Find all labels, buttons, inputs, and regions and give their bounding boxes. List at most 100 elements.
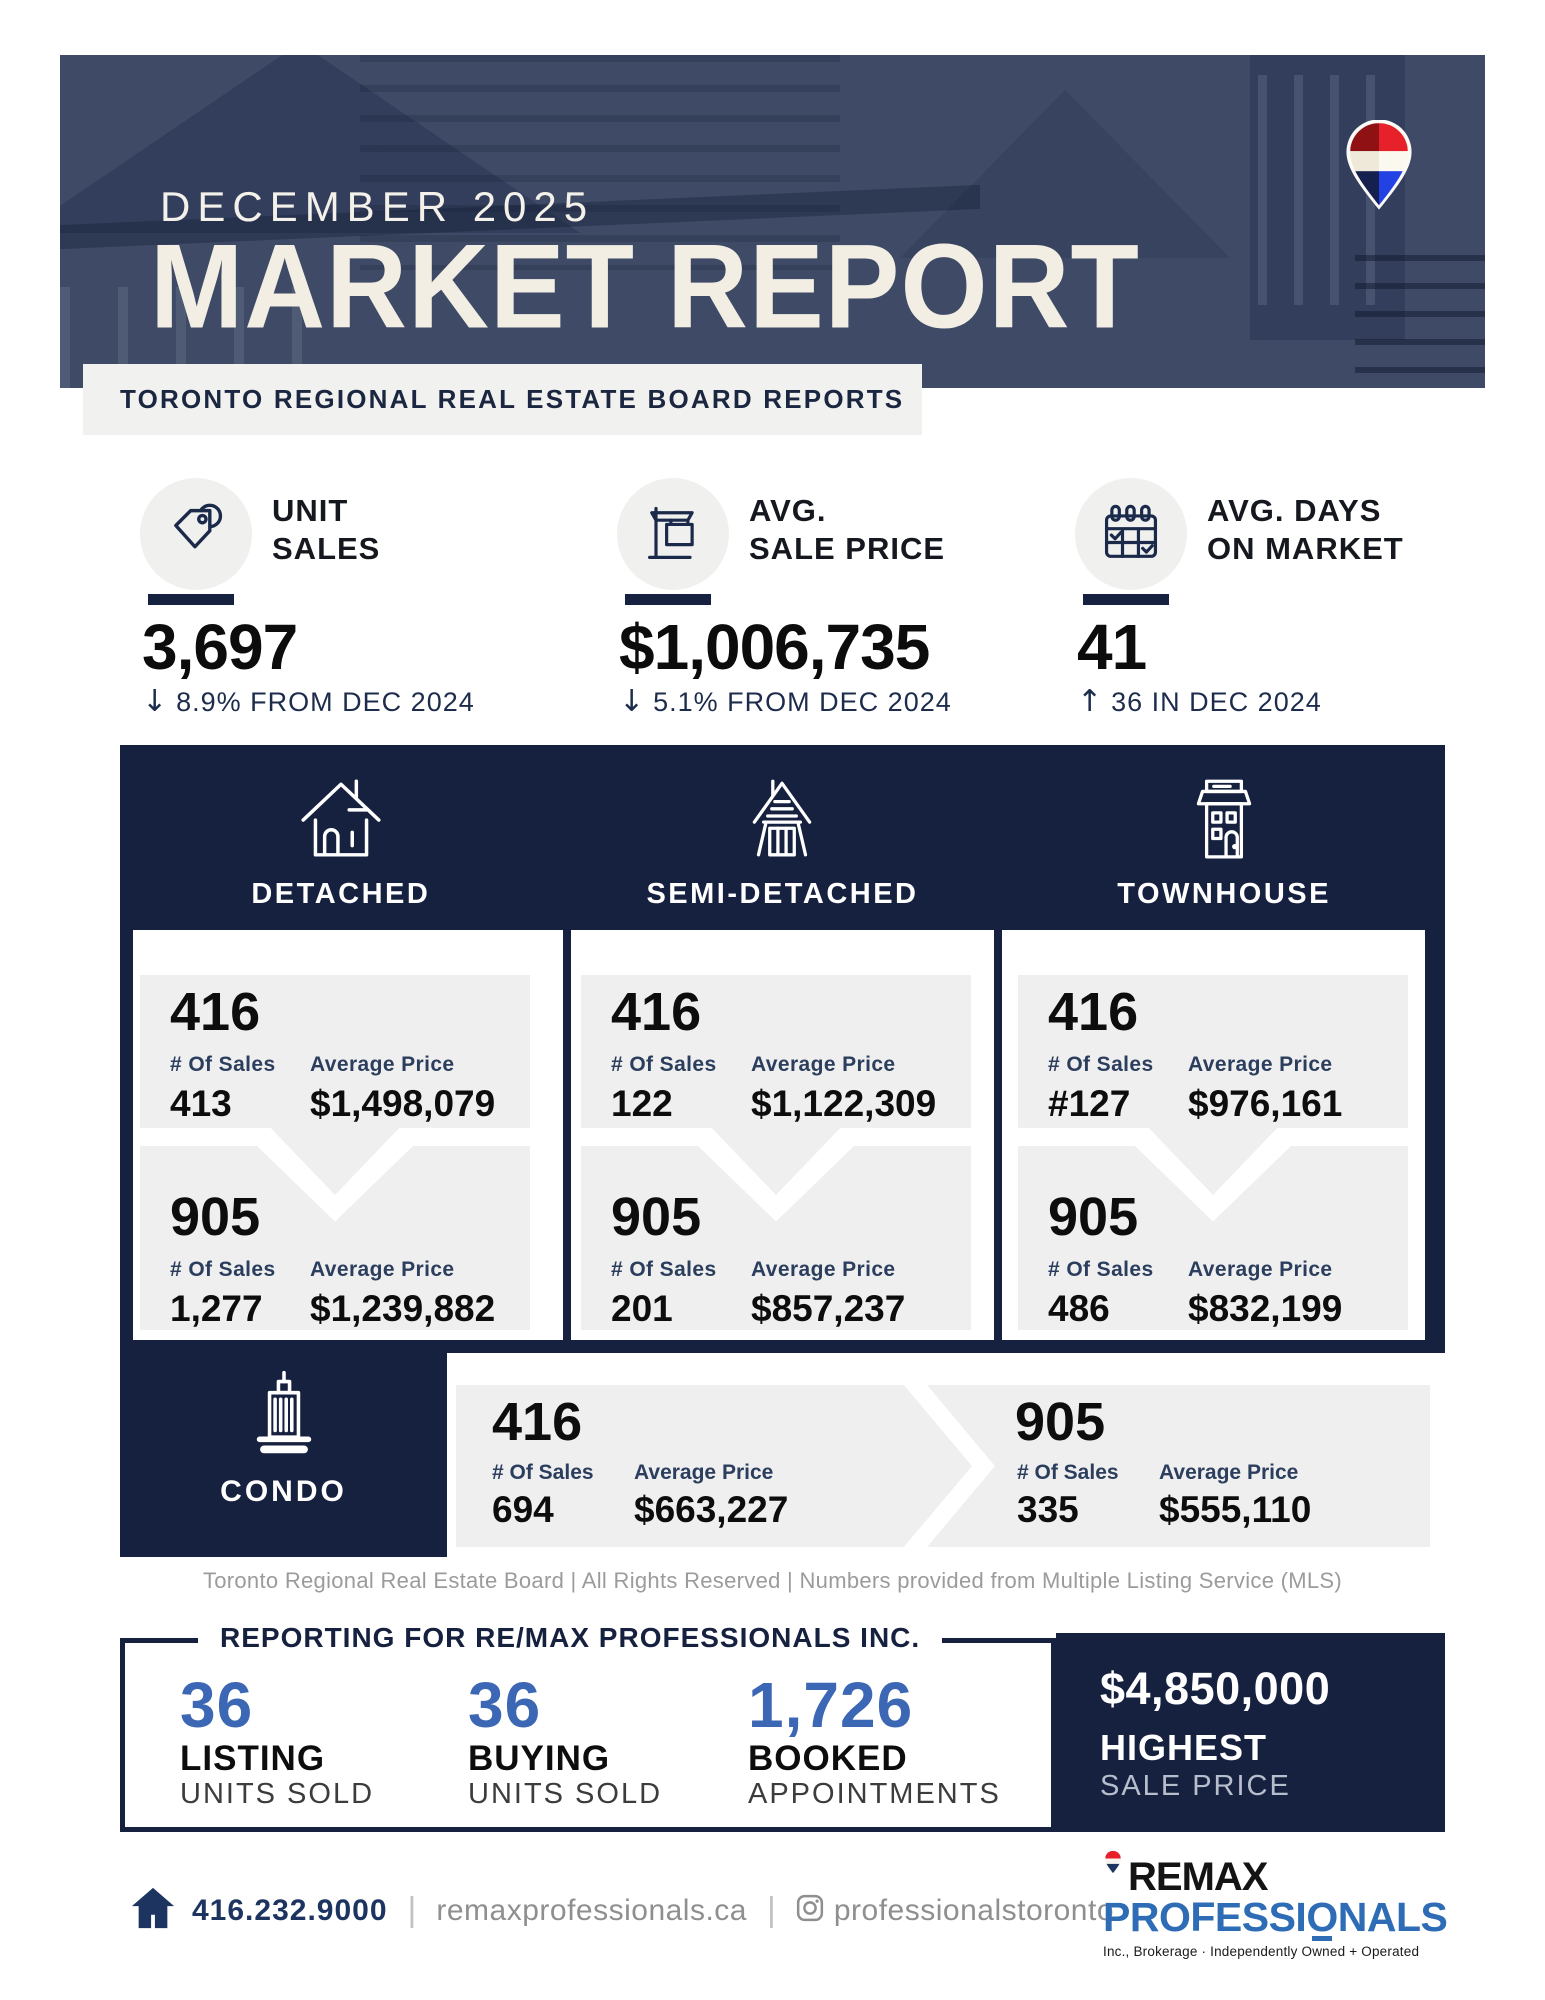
condo-label: CONDO bbox=[220, 1475, 347, 1508]
page-title: MARKET REPORT bbox=[150, 219, 1140, 354]
remax-balloon-small-icon bbox=[1103, 1850, 1123, 1880]
kpi-value: 3,697 bbox=[142, 611, 298, 683]
detached-header: DETACHED bbox=[120, 745, 562, 930]
remax-balloon-pin-icon bbox=[1342, 119, 1416, 217]
down-arrow-icon: ↓ bbox=[619, 684, 646, 719]
condo-905-card: 905 # Of Sales Average Price 335 $555,11… bbox=[927, 1385, 1430, 1547]
price-label: Average Price bbox=[751, 1053, 896, 1076]
kpi-label: UNIT SALES bbox=[272, 493, 381, 566]
highlight-label: HIGHEST bbox=[1100, 1727, 1268, 1768]
region-code: 905 bbox=[611, 1187, 702, 1247]
kpi-underline bbox=[625, 594, 711, 605]
instagram-icon bbox=[796, 1894, 824, 1927]
website-url: remaxprofessionals.ca bbox=[436, 1893, 747, 1927]
sales-value: 413 bbox=[170, 1083, 232, 1124]
column-divider bbox=[994, 930, 1002, 1340]
sales-value: #127 bbox=[1048, 1083, 1131, 1124]
semi-detached-house-icon bbox=[736, 745, 828, 868]
report-period: DECEMBER 2025 bbox=[160, 183, 595, 230]
sales-value: 486 bbox=[1048, 1288, 1110, 1329]
balloon-o-glyph: O bbox=[1306, 1894, 1338, 1941]
down-arrow-icon: ↓ bbox=[142, 684, 169, 719]
stat-label: LISTING bbox=[180, 1739, 326, 1778]
sales-label: # Of Sales bbox=[170, 1258, 276, 1281]
price-label: Average Price bbox=[634, 1461, 774, 1484]
kpi-change: ↓ 5.1% FROM DEC 2024 bbox=[619, 684, 952, 719]
townhouse-icon bbox=[1178, 745, 1270, 868]
region-code: 905 bbox=[1015, 1392, 1106, 1452]
column-divider bbox=[563, 930, 571, 1340]
kpi-underline bbox=[148, 594, 234, 605]
semi-detached-label: SEMI-DETACHED bbox=[646, 878, 919, 910]
region-code: 416 bbox=[170, 982, 261, 1042]
subtitle-banner: TORONTO REGIONAL REAL ESTATE BOARD REPOR… bbox=[83, 364, 922, 435]
professionals-brand-text: PROFESSIONALS bbox=[1103, 1894, 1448, 1941]
sales-value: 122 bbox=[611, 1083, 673, 1124]
price-label: Average Price bbox=[310, 1258, 455, 1281]
condo-416-card: 416 # Of Sales Average Price 694 $663,22… bbox=[456, 1385, 972, 1547]
stat-value: 1,726 bbox=[748, 1669, 914, 1741]
stat-value: 36 bbox=[468, 1669, 542, 1741]
region-code: 416 bbox=[611, 982, 702, 1042]
region-code: 905 bbox=[170, 1187, 261, 1247]
phone-number: 416.232.9000 bbox=[192, 1893, 388, 1927]
stat-sublabel: UNITS SOLD bbox=[180, 1778, 375, 1810]
separator: | bbox=[767, 1891, 776, 1929]
sales-label: # Of Sales bbox=[1048, 1053, 1154, 1076]
up-arrow-icon: ↑ bbox=[1077, 684, 1104, 719]
subtitle-banner-text: TORONTO REGIONAL REAL ESTATE BOARD REPOR… bbox=[120, 384, 905, 414]
sale-sign-icon bbox=[617, 478, 729, 590]
kpi-label: AVG. SALE PRICE bbox=[749, 493, 946, 566]
price-value: $976,161 bbox=[1188, 1083, 1343, 1124]
kpi-change: ↓ 8.9% FROM DEC 2024 bbox=[142, 684, 475, 719]
remax-brand-text: REMAX bbox=[1128, 1855, 1268, 1899]
remax-wordmark-row: REMAX bbox=[1103, 1850, 1433, 1899]
highest-sale-price-block: $4,850,000 HIGHEST SALE PRICE bbox=[1056, 1633, 1445, 1832]
region-code: 416 bbox=[1048, 982, 1139, 1042]
remax-professionals-logo: REMAX PROFESSIONALS Inc., Brokerage · In… bbox=[1103, 1850, 1448, 1959]
disclaimer-text: Toronto Regional Real Estate Board | All… bbox=[202, 1568, 1343, 1593]
condo-header-block: CONDO bbox=[120, 1352, 447, 1557]
highlight-sublabel: SALE PRICE bbox=[1100, 1770, 1291, 1802]
stat-sublabel: UNITS SOLD bbox=[468, 1778, 663, 1810]
property-types-body: 416 # Of Sales Average Price 413 $1,498,… bbox=[120, 930, 1445, 1353]
price-value: $1,498,079 bbox=[310, 1083, 496, 1124]
townhouse-header: TOWNHOUSE bbox=[1003, 745, 1445, 930]
stat-value: 36 bbox=[180, 1669, 254, 1741]
price-tags-icon bbox=[140, 478, 252, 590]
sales-value: 694 bbox=[492, 1489, 554, 1530]
price-value: $1,122,309 bbox=[751, 1083, 937, 1124]
price-label: Average Price bbox=[751, 1258, 896, 1281]
brand-tagline: Inc., Brokerage · Independently Owned + … bbox=[1103, 1944, 1420, 1959]
kpi-change: ↑ 36 IN DEC 2024 bbox=[1077, 684, 1322, 719]
detached-label: DETACHED bbox=[251, 878, 431, 910]
calendar-icon bbox=[1075, 478, 1187, 590]
kpi-value: 41 bbox=[1077, 611, 1147, 683]
region-code: 905 bbox=[1048, 1187, 1139, 1247]
sales-label: # Of Sales bbox=[1048, 1258, 1154, 1281]
buying-units-stat: 36 BUYING UNITS SOLD bbox=[468, 1672, 662, 1810]
stat-sublabel: APPOINTMENTS bbox=[748, 1778, 1001, 1810]
price-label: Average Price bbox=[1159, 1461, 1299, 1484]
footer-contact: 416.232.9000 | remaxprofessionals.ca | p… bbox=[130, 1886, 1114, 1935]
price-value: $857,237 bbox=[751, 1288, 906, 1329]
stat-label: BUYING bbox=[468, 1739, 611, 1778]
sales-label: # Of Sales bbox=[611, 1258, 717, 1281]
semi-detached-header: SEMI-DETACHED bbox=[562, 745, 1004, 930]
kpi-unit-sales: UNIT SALES 3,697 ↓ 8.9% FROM DEC 2024 bbox=[140, 470, 600, 730]
sales-value: 1,277 bbox=[170, 1288, 263, 1329]
kpi-value: $1,006,735 bbox=[619, 611, 930, 683]
sales-label: # Of Sales bbox=[611, 1053, 717, 1076]
sales-label: # Of Sales bbox=[170, 1053, 276, 1076]
property-types-header: DETACHED SEMI-DETACHED bbox=[120, 745, 1445, 930]
region-code: 416 bbox=[492, 1392, 583, 1452]
kpi-underline bbox=[1083, 594, 1169, 605]
sales-value: 335 bbox=[1017, 1489, 1079, 1530]
price-value: $832,199 bbox=[1188, 1288, 1343, 1329]
reporting-title: REPORTING FOR RE/MAX PROFESSIONALS INC. bbox=[198, 1622, 943, 1654]
listing-units-stat: 36 LISTING UNITS SOLD bbox=[180, 1672, 374, 1810]
sales-label: # Of Sales bbox=[1017, 1461, 1119, 1484]
highlight-value: $4,850,000 bbox=[1100, 1663, 1331, 1714]
instagram-contact: professionalstoronto bbox=[796, 1894, 1114, 1928]
